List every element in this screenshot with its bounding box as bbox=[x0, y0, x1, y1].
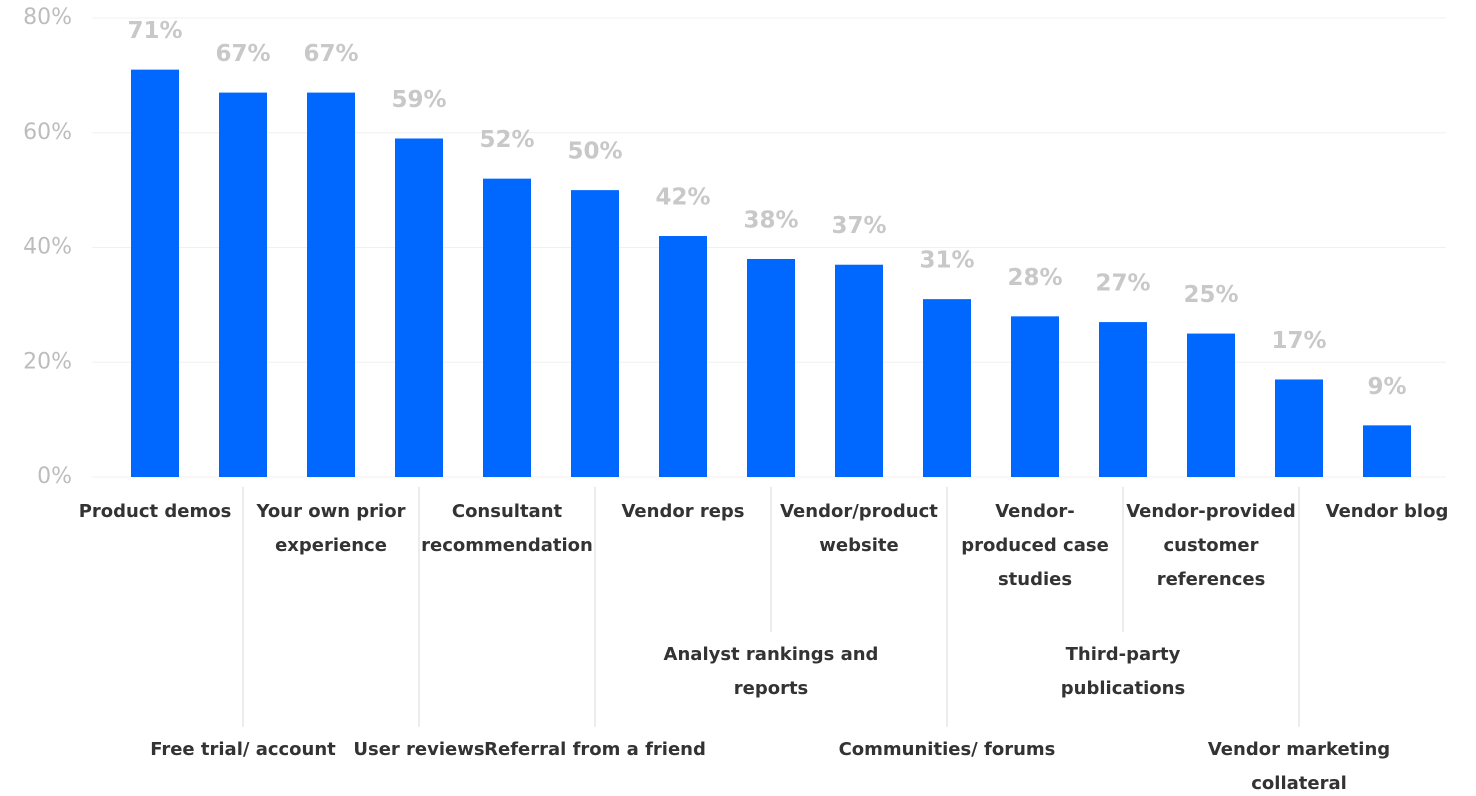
x-tick-label: Free trial/ account bbox=[150, 739, 336, 760]
value-label: 38% bbox=[743, 207, 798, 233]
y-tick-label: 40% bbox=[23, 235, 72, 260]
value-label: 52% bbox=[479, 127, 534, 153]
x-tick-label: Vendor-produced case studies bbox=[961, 501, 1109, 590]
x-tick-label: User reviews bbox=[353, 739, 485, 760]
x-tick-label: Vendor/product website bbox=[780, 501, 938, 556]
value-label: 31% bbox=[919, 248, 974, 274]
x-tick-label: Referral from a friend bbox=[484, 739, 706, 760]
bar bbox=[1011, 316, 1059, 477]
value-label: 71% bbox=[127, 18, 182, 44]
x-tick-label: Product demos bbox=[78, 501, 232, 522]
bar bbox=[571, 190, 619, 477]
value-label: 50% bbox=[567, 139, 622, 165]
y-tick-label: 80% bbox=[23, 5, 72, 30]
x-tick-label: Communities/ forums bbox=[838, 739, 1056, 760]
value-label: 67% bbox=[303, 41, 358, 67]
x-tick-label: Consultant recommendation bbox=[421, 501, 593, 556]
x-tick-label: Vendor reps bbox=[621, 501, 745, 522]
bar bbox=[131, 69, 179, 477]
bar bbox=[1363, 425, 1411, 477]
x-tick-label: Third-party publications bbox=[1060, 644, 1186, 699]
value-label: 67% bbox=[215, 41, 270, 67]
value-label: 59% bbox=[391, 87, 446, 113]
x-tick-label: Vendor marketing collateral bbox=[1207, 739, 1391, 794]
bar bbox=[395, 138, 443, 478]
value-label: 9% bbox=[1367, 374, 1406, 400]
bar bbox=[1275, 379, 1323, 477]
bar bbox=[483, 178, 531, 477]
bar bbox=[219, 92, 267, 478]
x-tick-label: Analyst rankings and reports bbox=[663, 644, 879, 699]
bar bbox=[747, 258, 795, 477]
x-tick-label: Vendor blog bbox=[1325, 501, 1449, 522]
value-label: 37% bbox=[831, 213, 886, 239]
value-label: 27% bbox=[1095, 271, 1150, 297]
bar bbox=[923, 299, 971, 477]
bar bbox=[307, 92, 355, 478]
y-tick-label: 0% bbox=[37, 464, 72, 489]
value-label: 25% bbox=[1183, 282, 1238, 308]
bar bbox=[835, 264, 883, 477]
value-label: 28% bbox=[1007, 265, 1062, 291]
bar bbox=[659, 236, 707, 477]
bar bbox=[1099, 322, 1147, 477]
x-tick-label: Your own prior experience bbox=[256, 501, 406, 556]
x-tick-label: Vendor-provided customer references bbox=[1126, 501, 1296, 590]
value-label: 42% bbox=[655, 185, 710, 211]
value-label: 17% bbox=[1271, 328, 1326, 354]
y-tick-label: 20% bbox=[23, 349, 72, 374]
bar bbox=[1187, 333, 1235, 477]
y-tick-label: 60% bbox=[23, 120, 72, 145]
